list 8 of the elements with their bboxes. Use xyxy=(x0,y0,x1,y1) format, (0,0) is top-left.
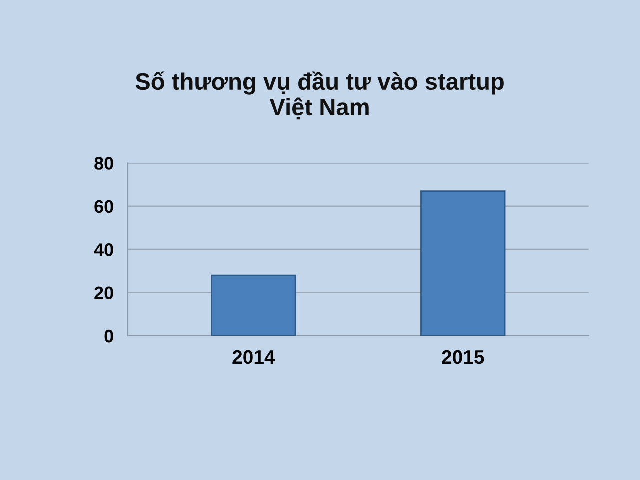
y-tick-label: 80 xyxy=(94,157,114,170)
y-tick-label: 60 xyxy=(94,200,114,214)
y-tick-label: 20 xyxy=(94,286,114,300)
x-tick-label: 2015 xyxy=(442,350,484,364)
chart-title: Số thương vụ đầu tư vào startup Việt Nam xyxy=(136,72,504,120)
y-tick-label: 40 xyxy=(94,244,114,256)
y-tick-label: 0 xyxy=(104,330,114,343)
x-tick-label: 2014 xyxy=(232,350,276,364)
